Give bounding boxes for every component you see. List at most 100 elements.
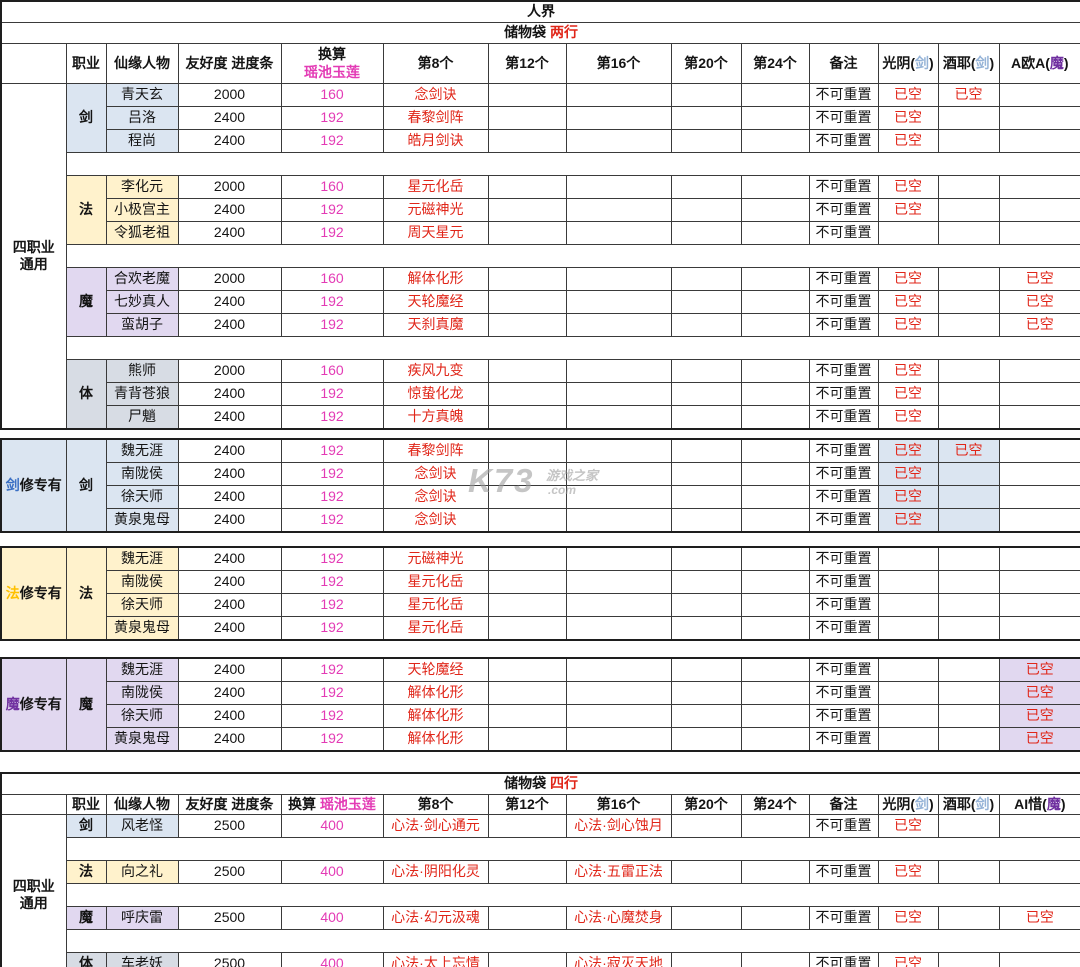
realm-title-row: 人界 <box>0 0 1080 23</box>
character-row: 四职业 通用剑青天玄 2000 160 念剑诀 不可重置 已空 已空 <box>0 83 1080 430</box>
character-row: 南陇侯 2400 192 星元化岳 不可重置 <box>1 570 1080 594</box>
cell-slot16 <box>565 438 672 463</box>
cell-player-last <box>998 405 1080 430</box>
column-header: 备注 <box>808 794 879 815</box>
character-row: 魔修专有魔魏无涯 2400 192 天轮魔经 不可重置 已空 <box>0 657 1080 752</box>
column-header: A欧A(魔) <box>998 43 1080 84</box>
bag-subtitle: 储物袋 两行 <box>0 22 1080 44</box>
cell-slot8: 解体化形 <box>382 681 489 705</box>
text-fragment: 备注 <box>829 795 858 812</box>
cell-player-last: 已空 <box>998 906 1080 930</box>
cell-player-jiuye <box>937 313 1000 337</box>
cell-slot12 <box>487 860 567 884</box>
column-header-row: 职业 仙缘人物 友好度 进度条 换算 瑶池玉莲 第8个 第12个 第16个 第20个 第24个 备… <box>0 794 1080 815</box>
text-fragment: 第16个 <box>596 795 641 812</box>
character-row: 体熊师 2000 160 疾风九变 不可重置 已空 <box>1 359 1080 430</box>
cell-slot24 <box>740 485 810 509</box>
cell-friendship: 2400 <box>177 704 282 728</box>
column-header: 职业 <box>65 43 107 84</box>
cell-slot16 <box>565 267 672 291</box>
text-fragment: 第12个 <box>505 795 549 812</box>
separator-row <box>1 883 1080 907</box>
cell-slot24 <box>740 952 810 967</box>
cell-slot24 <box>740 405 810 430</box>
cell-player-jiuye <box>937 129 1000 153</box>
text-fragment: 仙缘人物 <box>114 795 170 812</box>
text-fragment: 友好度 进度条 <box>185 795 274 812</box>
cell-slot24 <box>740 860 810 884</box>
cell-slot8: 春黎剑阵 <box>382 438 489 463</box>
cell-note: 不可重置 <box>808 198 879 222</box>
cell-slot20 <box>670 727 742 752</box>
character-row: 四职业 通用剑风老怪 2500 400 心法·剑心通元 心法·剑心蚀月 不可重置 已空 <box>0 814 1080 967</box>
cell-conversion: 192 <box>280 727 384 752</box>
cell-slot24 <box>740 814 810 838</box>
text-fragment: 职业 <box>72 795 100 812</box>
cell-conversion: 192 <box>280 616 384 641</box>
cell-note: 不可重置 <box>808 860 879 884</box>
cell-player-last <box>998 462 1080 486</box>
character-row: 尸魈 2400 192 十方真魄 不可重置 已空 <box>1 405 1080 430</box>
cell-friendship: 2500 <box>177 906 282 930</box>
cell-slot16 <box>565 359 672 383</box>
cell-slot24 <box>740 462 810 486</box>
cell-slot16 <box>565 382 672 406</box>
cell-slot20 <box>670 814 742 838</box>
section-label: 法修专有 <box>0 546 67 641</box>
cell-conversion: 192 <box>280 462 384 486</box>
text-fragment: 备注 <box>829 54 858 71</box>
cell-player-jiuye <box>937 570 1000 594</box>
cell-slot12 <box>487 508 567 533</box>
cell-slot24 <box>740 313 810 337</box>
section-label-line: 通用 <box>19 256 48 272</box>
cell-slot12 <box>487 593 567 617</box>
cell-note: 不可重置 <box>808 681 879 705</box>
cell-slot24 <box>740 290 810 314</box>
character-row: 法向之礼 2500 400 心法·阴阳化灵 心法·五雷正法 不可重置 已空 <box>1 860 1080 884</box>
cell-player-guangyin <box>877 546 939 571</box>
cell-slot12 <box>487 129 567 153</box>
cell-character-name: 尸魈 <box>105 405 179 430</box>
cell-player-jiuye <box>937 860 1000 884</box>
cell-conversion: 192 <box>280 485 384 509</box>
cell-player-jiuye: 已空 <box>937 438 1000 463</box>
cell-slot20 <box>670 175 742 199</box>
character-row: 体车老妖 2500 400 心法·太上忘情 心法·寂灭天地 不可重置 已空 <box>1 952 1080 967</box>
cell-player-jiuye <box>937 405 1000 430</box>
cell-friendship: 2400 <box>177 485 282 509</box>
separator-row <box>1 152 1080 176</box>
cell-slot20 <box>670 616 742 641</box>
cell-player-guangyin: 已空 <box>877 814 939 838</box>
column-header: 酒耶(剑) <box>937 43 1000 84</box>
cell-slot12 <box>487 359 567 383</box>
cell-character-name: 小极宫主 <box>105 198 179 222</box>
cell-slot8: 解体化形 <box>382 727 489 752</box>
text-fragment: 第24个 <box>753 54 797 71</box>
cell-player-jiuye <box>937 593 1000 617</box>
cell-slot24 <box>740 359 810 383</box>
separator-row <box>1 929 1080 953</box>
cell-slot12 <box>487 198 567 222</box>
cell-slot20 <box>670 359 742 383</box>
cell-note: 不可重置 <box>808 129 879 153</box>
cell-slot16: 心法·剑心蚀月 <box>565 814 672 838</box>
cell-slot16 <box>565 405 672 430</box>
cell-friendship: 2000 <box>177 359 282 383</box>
cell-character-name: 程尚 <box>105 129 179 153</box>
cell-slot12 <box>487 382 567 406</box>
cell-player-guangyin: 已空 <box>877 359 939 383</box>
cell-friendship: 2400 <box>177 727 282 752</box>
cell-slot8: 元磁神光 <box>382 198 489 222</box>
cell-slot12 <box>487 175 567 199</box>
cell-slot24 <box>740 175 810 199</box>
cell-note: 不可重置 <box>808 727 879 752</box>
cell-slot20 <box>670 462 742 486</box>
job-cell: 魔 <box>65 906 107 930</box>
cell-slot24 <box>740 129 810 153</box>
cell-slot24 <box>740 704 810 728</box>
cell-friendship: 2400 <box>177 657 282 682</box>
cell-character-name: 南陇侯 <box>105 462 179 486</box>
column-header: 第8个 <box>382 43 489 84</box>
character-row: 徐天师 2400 192 解体化形 不可重置 已空 <box>1 704 1080 728</box>
cell-slot8: 星元化岳 <box>382 570 489 594</box>
